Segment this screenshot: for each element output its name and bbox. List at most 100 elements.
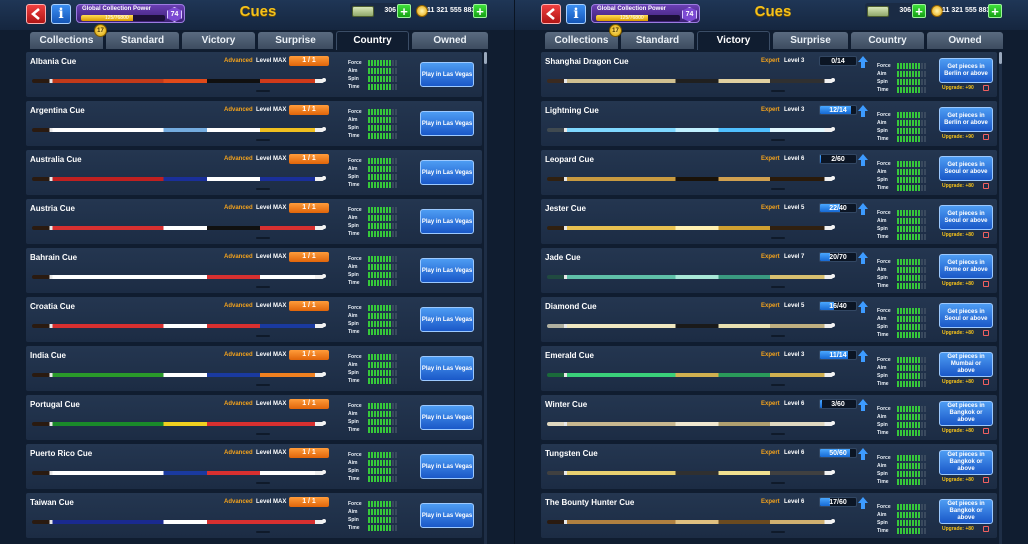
tab-country[interactable]: Country [851,32,924,49]
info-button[interactable]: i [566,4,586,24]
stat-segment [395,174,397,180]
stat-segment [912,63,914,69]
coins-counter: 11 321 555 883 + [414,3,488,20]
tab-victory[interactable]: Victory [697,31,770,50]
upgrade-arrow-icon[interactable] [858,398,868,411]
scrollbar[interactable] [999,52,1002,544]
cue-row[interactable]: India Cue Advanced Level MAX 1 / 1 Force Aim S… [26,346,482,391]
global-collection-power[interactable]: Global Collection Power 125/76800 74 [591,4,700,23]
play-in-location-button[interactable]: Play in Las Vegas [420,405,474,430]
upgrade-arrow-icon[interactable] [858,55,868,68]
add-coins-button[interactable]: + [473,4,487,18]
upgrade-arrow-icon[interactable] [858,447,868,460]
back-button[interactable] [26,4,46,24]
stat-segment [386,419,388,425]
upgrade-arrow-icon[interactable] [858,153,868,166]
tab-standard[interactable]: Standard [621,32,694,49]
upgrade-arrow-icon[interactable] [858,349,868,362]
upgrade-arrow-icon[interactable] [858,496,868,509]
scrollbar-thumb[interactable] [484,52,487,64]
play-in-location-button[interactable]: Play in Las Vegas [420,503,474,528]
add-cash-button[interactable]: + [397,4,411,18]
stat-segment [909,136,911,142]
stat-segment [900,381,902,387]
add-cash-button[interactable]: + [912,4,926,18]
play-in-location-button[interactable]: Play in Las Vegas [420,454,474,479]
stat-bars [897,87,927,93]
tab-owned[interactable]: Owned [927,32,1003,49]
play-in-location-button[interactable]: Play in Las Vegas [420,307,474,332]
scrollbar-thumb[interactable] [999,52,1002,64]
play-in-location-button[interactable]: Play in Las Vegas [420,160,474,185]
cue-row[interactable]: Australia Cue Advanced Level MAX 1 / 1 Force… [26,150,482,195]
cue-row[interactable]: Bahrain Cue Advanced Level MAX 1 / 1 Force Ai… [26,248,482,293]
cue-row[interactable]: Shanghai Dragon Cue Expert Level 3 0/14 Forc… [541,52,997,97]
cue-row[interactable]: Emerald Cue Expert Level 3 11/14 Force Aim Spi… [541,346,997,391]
get-pieces-button[interactable]: Get pieces in Berlin or above [939,107,993,132]
stat-force: Force [877,259,926,265]
get-pieces-button[interactable]: Get pieces in Bangkok or above [939,401,993,426]
get-pieces-button[interactable]: Get pieces in Mumbai or above [939,352,993,377]
tab-collections[interactable]: Collections [545,32,618,49]
stat-segment [371,60,373,66]
stat-segment [380,182,382,188]
stat-segment [897,71,899,77]
get-pieces-button[interactable]: Get pieces in Bangkok or above [939,450,993,475]
cue-row[interactable]: Jade Cue Expert Level 7 20/70 Force Aim Spin Ti… [541,248,997,293]
cue-row[interactable]: The Bounty Hunter Cue Expert Level 6 17/60 F… [541,493,997,538]
stat-bars [897,136,927,142]
play-in-location-button[interactable]: Play in Las Vegas [420,258,474,283]
stat-segment [386,84,388,90]
cue-row[interactable]: Austria Cue Advanced Level MAX 1 / 1 Force Ai… [26,199,482,244]
stat-bars [897,455,927,461]
cue-row[interactable]: Tungsten Cue Expert Level 6 50/60 Force Aim Sp… [541,444,997,489]
cue-row[interactable]: Argentina Cue Advanced Level MAX 1 / 1 Force… [26,101,482,146]
get-pieces-button[interactable]: Get pieces in Rome or above [939,254,993,279]
get-pieces-button[interactable]: Get pieces in Seoul or above [939,156,993,181]
play-in-location-button[interactable]: Play in Las Vegas [420,356,474,381]
stat-segment [924,381,926,387]
cue-row[interactable]: Portugal Cue Advanced Level MAX 1 / 1 Force A… [26,395,482,440]
stat-segment [368,158,370,164]
play-in-location-button[interactable]: Play in Las Vegas [420,111,474,136]
stat-segment [395,207,397,213]
stat-segment [377,264,379,270]
back-button[interactable] [541,4,561,24]
cue-row[interactable]: Lightning Cue Expert Level 3 12/14 Force Aim S… [541,101,997,146]
play-in-location-button[interactable]: Play in Las Vegas [420,209,474,234]
cue-row[interactable]: Albania Cue Advanced Level MAX 1 / 1 Force Ai… [26,52,482,97]
upgrade-arrow-icon[interactable] [858,202,868,215]
stat-segment [915,283,917,289]
tab-standard[interactable]: Standard [106,32,179,49]
stat-segment [395,411,397,417]
get-pieces-button[interactable]: Get pieces in Berlin or above [939,58,993,83]
stat-segment [389,370,391,376]
cue-row[interactable]: Taiwan Cue Advanced Level MAX 1 / 1 Force Aim… [26,493,482,538]
tab-country[interactable]: Country [336,31,409,50]
stat-segment [380,125,382,131]
tab-surprise[interactable]: Surprise [773,32,848,49]
cue-row[interactable]: Diamond Cue Expert Level 5 16/40 Force Aim Spi… [541,297,997,342]
tab-owned[interactable]: Owned [412,32,488,49]
info-button[interactable]: i [51,4,71,24]
get-pieces-button[interactable]: Get pieces in Seoul or above [939,303,993,328]
get-pieces-button[interactable]: Get pieces in Bangkok or above [939,499,993,524]
scrollbar[interactable] [484,52,487,544]
cue-row[interactable]: Leopard Cue Expert Level 6 2/60 Force Aim Spin… [541,150,997,195]
global-collection-power[interactable]: Global Collection Power 125/76800 74 [76,4,185,23]
cue-row[interactable]: Jester Cue Expert Level 5 22/40 Force Aim Spin… [541,199,997,244]
add-coins-button[interactable]: + [988,4,1002,18]
stat-segment [912,373,914,379]
get-pieces-button[interactable]: Get pieces in Seoul or above [939,205,993,230]
tab-victory[interactable]: Victory [182,32,255,49]
tab-collections[interactable]: Collections [30,32,103,49]
play-in-location-button[interactable]: Play in Las Vegas [420,62,474,87]
pieces-progress-text: 0/14 [831,58,845,65]
cue-row[interactable]: Winter Cue Expert Level 6 3/60 Force Aim Spin T… [541,395,997,440]
upgrade-arrow-icon[interactable] [858,104,868,117]
cue-row[interactable]: Puerto Rico Cue Advanced Level MAX 1 / 1 For… [26,444,482,489]
cue-row[interactable]: Croatia Cue Advanced Level MAX 1 / 1 Force Ai… [26,297,482,342]
tab-surprise[interactable]: Surprise [258,32,333,49]
upgrade-arrow-icon[interactable] [858,251,868,264]
upgrade-arrow-icon[interactable] [858,300,868,313]
